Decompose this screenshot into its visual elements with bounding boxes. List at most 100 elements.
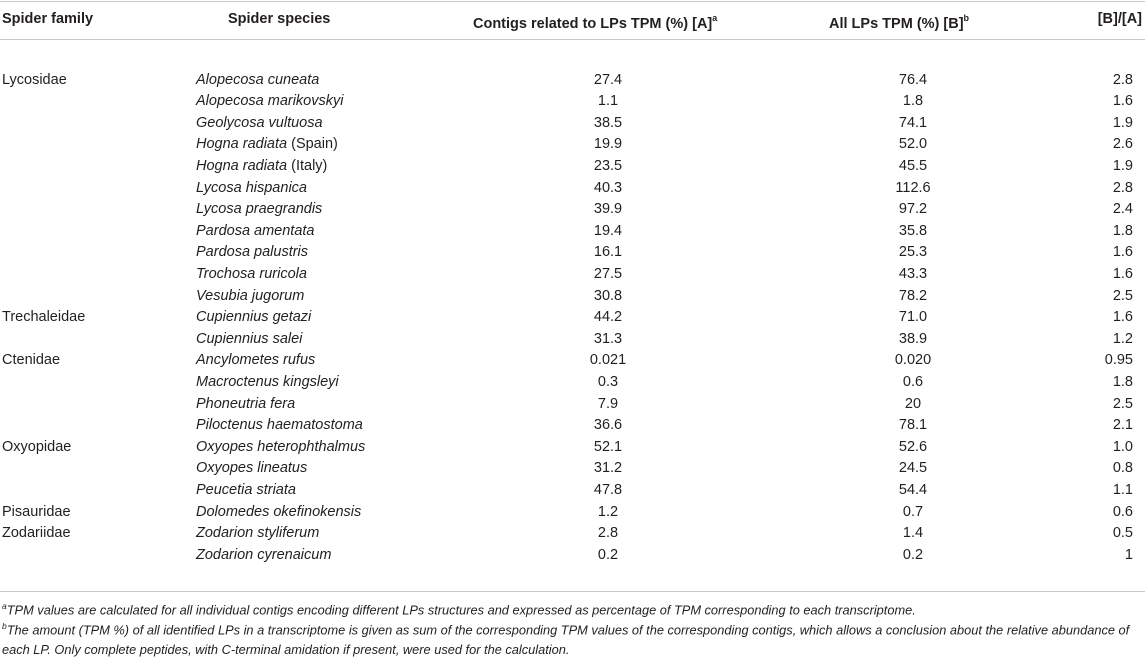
all-lps-tpm-cell: 35.8 [898,222,928,239]
family-cell: Ctenidae [2,352,61,369]
species-cell: Cupiennius getazi [196,307,311,329]
table-row: Trochosa ruricola 27.5 43.3 1.6 [0,264,1145,286]
species-cell: Oxyopes lineatus [196,458,307,480]
species-qualifier: (Italy) [287,157,328,174]
footnote-a-mark: a [2,601,7,611]
footnote-mark-a: a [712,13,718,23]
all-lps-tpm-cell: 1.4 [902,525,924,542]
table-row: Macroctenus kingsleyi 0.3 0.6 1.8 [0,372,1145,394]
table-top-rule [0,1,1145,2]
species-name: Macroctenus kingsleyi [196,373,339,390]
table-row: Lycosa hispanica 40.3 112.6 2.8 [0,178,1145,200]
table-row: Oxyopes lineatus 31.2 24.5 0.8 [0,458,1145,480]
table-row: Ctenidae Ancylometes rufus 0.021 0.020 0.95 [0,350,1145,372]
species-cell: Vesubia jugorum [196,286,304,308]
species-cell: Oxyopes heterophthalmus [196,437,365,459]
species-name: Geolycosa vultuosa [196,114,323,131]
table-row: Geolycosa vultuosa 38.5 74.1 1.9 [0,113,1145,135]
species-cell: Lycosa praegrandis [196,199,322,221]
species-name: Oxyopes lineatus [196,460,308,477]
ratio-cell: 1.6 [1112,93,1133,110]
species-name: Alopecosa marikovskyi [196,93,344,110]
table-row: Hogna radiata (Italy) 23.5 45.5 1.9 [0,156,1145,178]
all-lps-tpm-cell: 1.8 [902,93,924,110]
all-lps-tpm-cell: 25.3 [898,244,928,261]
table-row: Lycosa praegrandis 39.9 97.2 2.4 [0,199,1145,221]
ratio-cell: 1.8 [1112,373,1133,390]
species-name: Lycosa hispanica [196,179,307,196]
footnote-b-text: The amount (TPM %) of all identified LPs… [2,622,1130,658]
species-name: Hogna radiata [196,136,288,153]
all-lps-tpm-cell: 97.2 [898,201,928,218]
species-name: Hogna radiata [196,157,288,174]
ratio-cell: 1.9 [1112,157,1133,174]
footnote-b: bThe amount (TPM %) of all identified LP… [2,617,1140,660]
ratio-cell: 0.8 [1112,460,1133,477]
family-cell: Lycosidae [2,71,67,88]
table-row: Hogna radiata (Spain) 19.9 52.0 2.6 [0,134,1145,156]
species-cell: Lycosa hispanica [196,178,307,200]
all-lps-tpm-cell: 45.5 [898,157,928,174]
species-cell: Macroctenus kingsleyi [196,372,339,394]
all-lps-tpm-cell: 78.2 [898,287,928,304]
header-rule [0,39,1145,40]
species-name: Cupiennius salei [196,330,303,347]
table-row: Pardosa amentata 19.4 35.8 1.8 [0,221,1145,243]
ratio-cell: 1.2 [1112,330,1133,347]
header-all-lps-tpm: All LPs TPM (%) [B]b [829,10,969,33]
header-all-lps-label: All LPs TPM (%) [B] [829,15,964,32]
species-cell: Phoneutria fera [196,394,295,416]
ratio-cell: 1.0 [1112,438,1133,455]
ratio-cell: 2.8 [1112,179,1133,196]
ratio-cell: 2.5 [1112,395,1133,412]
species-cell: Geolycosa vultuosa [196,113,323,135]
table-row: Phoneutria fera 7.9 20 2.5 [0,394,1145,416]
species-name: Pardosa amentata [196,222,315,239]
header-spider-family: Spider family [2,11,94,27]
all-lps-tpm-cell: 112.6 [895,179,931,196]
ratio-cell: 0.5 [1112,525,1133,542]
species-cell: Peucetia striata [196,480,296,502]
all-lps-tpm-cell: 0.020 [894,352,932,369]
all-lps-tpm-cell: 38.9 [898,330,928,347]
table-row: Vesubia jugorum 30.8 78.2 2.5 [0,286,1145,308]
contigs-tpm-cell: 31.3 [593,330,623,347]
contigs-tpm-cell: 47.8 [593,481,623,498]
species-cell: Piloctenus haematostoma [196,415,363,437]
table-row: Trechaleidae Cupiennius getazi 44.2 71.0 1.6 [0,307,1145,329]
species-name: Piloctenus haematostoma [196,417,363,434]
contigs-tpm-cell: 40.3 [593,179,623,196]
all-lps-tpm-cell: 74.1 [898,114,928,131]
family-cell: Oxyopidae [2,438,72,455]
header-spider-species: Spider species [228,11,331,27]
species-name: Peucetia striata [196,481,296,498]
footnote-a: aTPM values are calculated for all indiv… [2,597,1140,620]
species-cell: Alopecosa marikovskyi [196,91,343,113]
all-lps-tpm-cell: 54.4 [898,481,928,498]
all-lps-tpm-cell: 78.1 [898,417,928,434]
all-lps-tpm-cell: 52.0 [898,136,928,153]
ratio-cell: 2.8 [1112,71,1133,88]
contigs-tpm-cell: 19.9 [593,136,623,153]
ratio-cell: 0.95 [1104,352,1133,369]
table-row: Lycosidae Alopecosa cuneata 27.4 76.4 2.8 [0,70,1145,92]
contigs-tpm-cell: 39.9 [593,201,623,218]
ratio-cell: 1.6 [1112,309,1133,326]
species-name: Cupiennius getazi [196,309,312,326]
table-row: Zodarion cyrenaicum 0.2 0.2 1 [0,545,1145,567]
species-name: Vesubia jugorum [196,287,305,304]
all-lps-tpm-cell: 52.6 [898,438,928,455]
table-row: Cupiennius salei 31.3 38.9 1.2 [0,329,1145,351]
species-cell: Alopecosa cuneata [196,70,319,92]
ratio-cell: 2.4 [1112,201,1133,218]
species-name: Trochosa ruricola [196,265,307,282]
footnote-b-mark: b [2,621,7,631]
contigs-tpm-cell: 52.1 [593,438,623,455]
species-cell: Pardosa palustris [196,242,308,264]
contigs-tpm-cell: 27.5 [593,265,623,282]
contigs-tpm-cell: 27.4 [593,71,623,88]
contigs-tpm-cell: 23.5 [593,157,623,174]
species-cell: Zodarion styliferum [196,523,319,545]
species-cell: Ancylometes rufus [196,350,315,372]
contigs-tpm-cell: 44.2 [593,309,623,326]
